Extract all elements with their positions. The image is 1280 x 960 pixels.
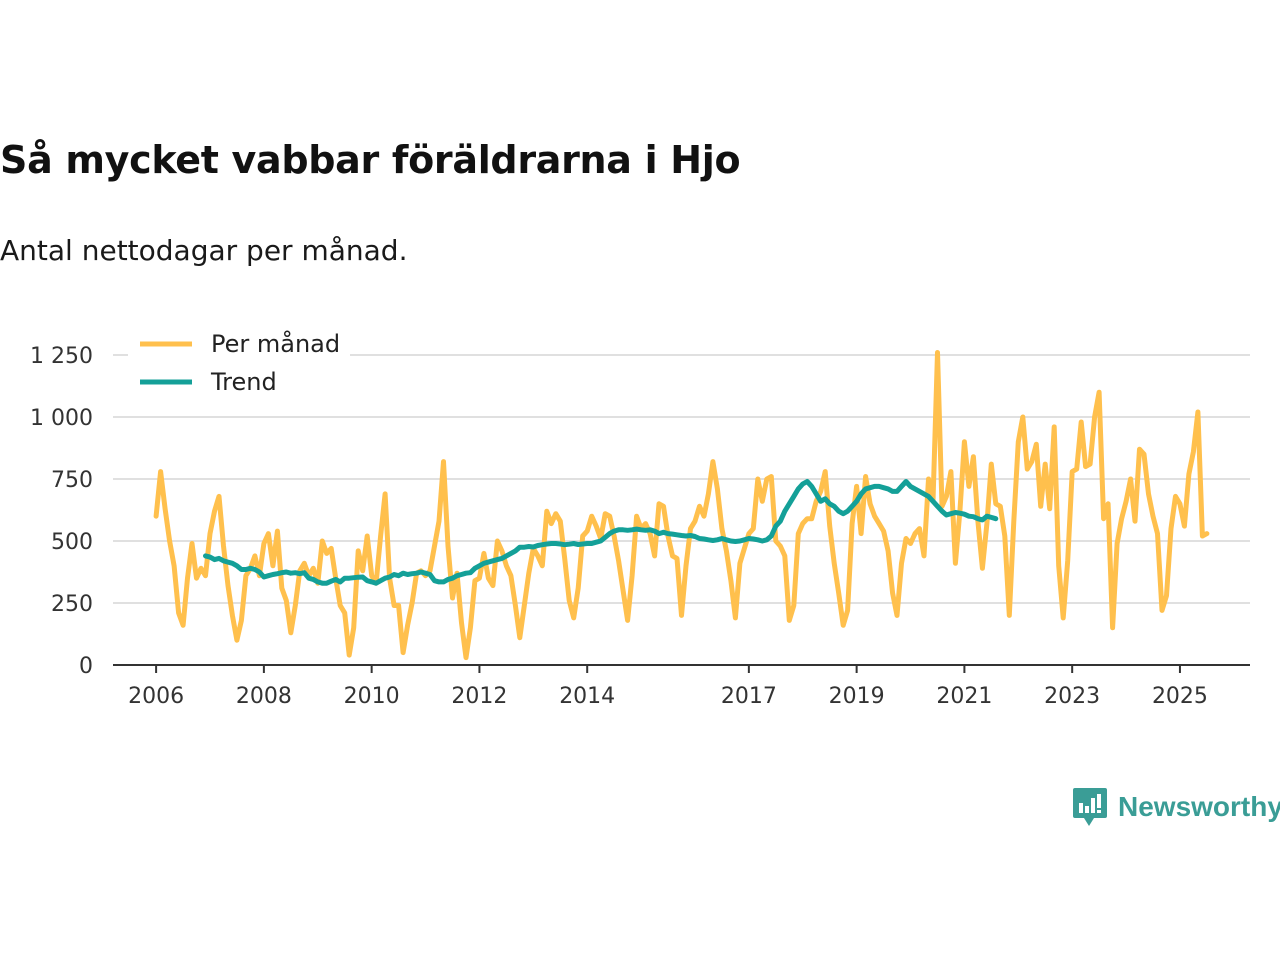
brand-logo: Newsworthy (1072, 786, 1280, 828)
y-tick-label: 250 (51, 592, 93, 617)
y-axis-tick-labels: 0 250 500 750 1 000 1 250 (30, 344, 93, 679)
legend-label: Trend (210, 368, 277, 396)
series-line-trend (203, 479, 999, 586)
x-tick-label: 2019 (829, 684, 885, 709)
x-axis: 2006 2008 2010 2012 2014 2017 2019 2021 2023 2025 (113, 664, 1250, 709)
newsworthy-logo-icon (1073, 788, 1107, 826)
x-tick-label: 2014 (559, 684, 615, 709)
chart-subtitle: Antal nettodagar per månad. (0, 234, 408, 267)
y-tick-label: 1 250 (30, 344, 93, 369)
x-tick-label: 2008 (236, 684, 292, 709)
x-tick-label: 2023 (1044, 684, 1100, 709)
x-tick-label: 2010 (344, 684, 400, 709)
series-layer (153, 350, 1210, 661)
series-line-per-manad (153, 350, 1210, 661)
brand-name: Newsworthy (1118, 791, 1280, 822)
x-tick-label: 2017 (721, 684, 777, 709)
y-tick-label: 500 (51, 530, 93, 555)
line-chart: 0 250 500 750 1 000 1 250 2006 2008 2010 2012 201… (30, 325, 1250, 709)
legend: Per månad Trend (128, 325, 350, 405)
x-tick-label: 2021 (936, 684, 992, 709)
y-tick-label: 750 (51, 468, 93, 493)
y-tick-label: 0 (79, 654, 93, 679)
legend-label: Per månad (211, 329, 340, 358)
y-tick-label: 1 000 (30, 406, 93, 431)
chart-title: Så mycket vabbar föräldrarna i Hjo (0, 138, 741, 182)
legend-background (128, 325, 350, 405)
x-tick-label: 2025 (1152, 684, 1208, 709)
x-tick-label: 2012 (451, 684, 507, 709)
x-tick-label: 2006 (128, 684, 184, 709)
